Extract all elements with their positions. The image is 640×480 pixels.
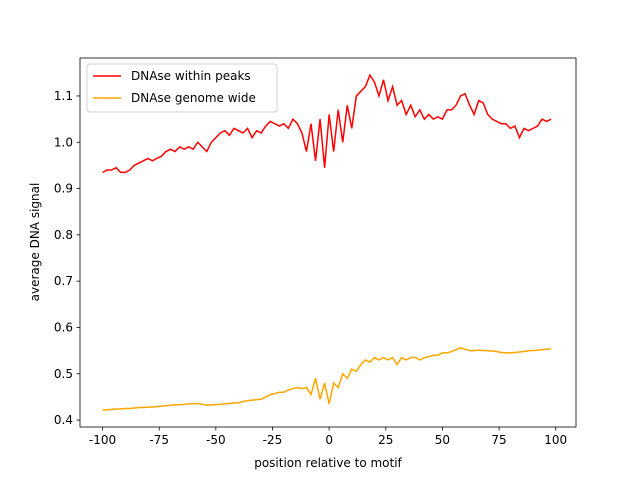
legend-label: DNAse within peaks xyxy=(131,69,251,83)
x-tick-label: 25 xyxy=(378,433,393,447)
y-tick-label: 0.6 xyxy=(54,320,73,334)
x-tick-label: 50 xyxy=(435,433,450,447)
y-tick-label: 0.4 xyxy=(54,413,73,427)
x-tick-label: -75 xyxy=(149,433,169,447)
y-axis-label: average DNA signal xyxy=(28,183,42,302)
y-tick-label: 0.8 xyxy=(54,228,73,242)
y-tick-label: 1.0 xyxy=(54,135,73,149)
x-tick-label: -100 xyxy=(89,433,116,447)
line xyxy=(102,347,552,411)
x-tick-label: 75 xyxy=(491,433,506,447)
legend-box xyxy=(86,63,278,113)
y-tick-label: 1.1 xyxy=(54,89,73,103)
x-tick-label: -25 xyxy=(263,433,283,447)
x-tick-label: -50 xyxy=(206,433,226,447)
plot-frame xyxy=(79,57,577,428)
y-tick-label: 0.7 xyxy=(54,274,73,288)
line xyxy=(102,73,552,174)
x-tick-label: 100 xyxy=(544,433,567,447)
y-tick-label: 0.9 xyxy=(54,182,73,196)
x-axis-label: position relative to motif xyxy=(254,456,402,470)
x-tick-label: 0 xyxy=(325,433,333,447)
legend-label: DNAse genome wide xyxy=(131,91,256,105)
y-tick-label: 0.5 xyxy=(54,367,73,381)
